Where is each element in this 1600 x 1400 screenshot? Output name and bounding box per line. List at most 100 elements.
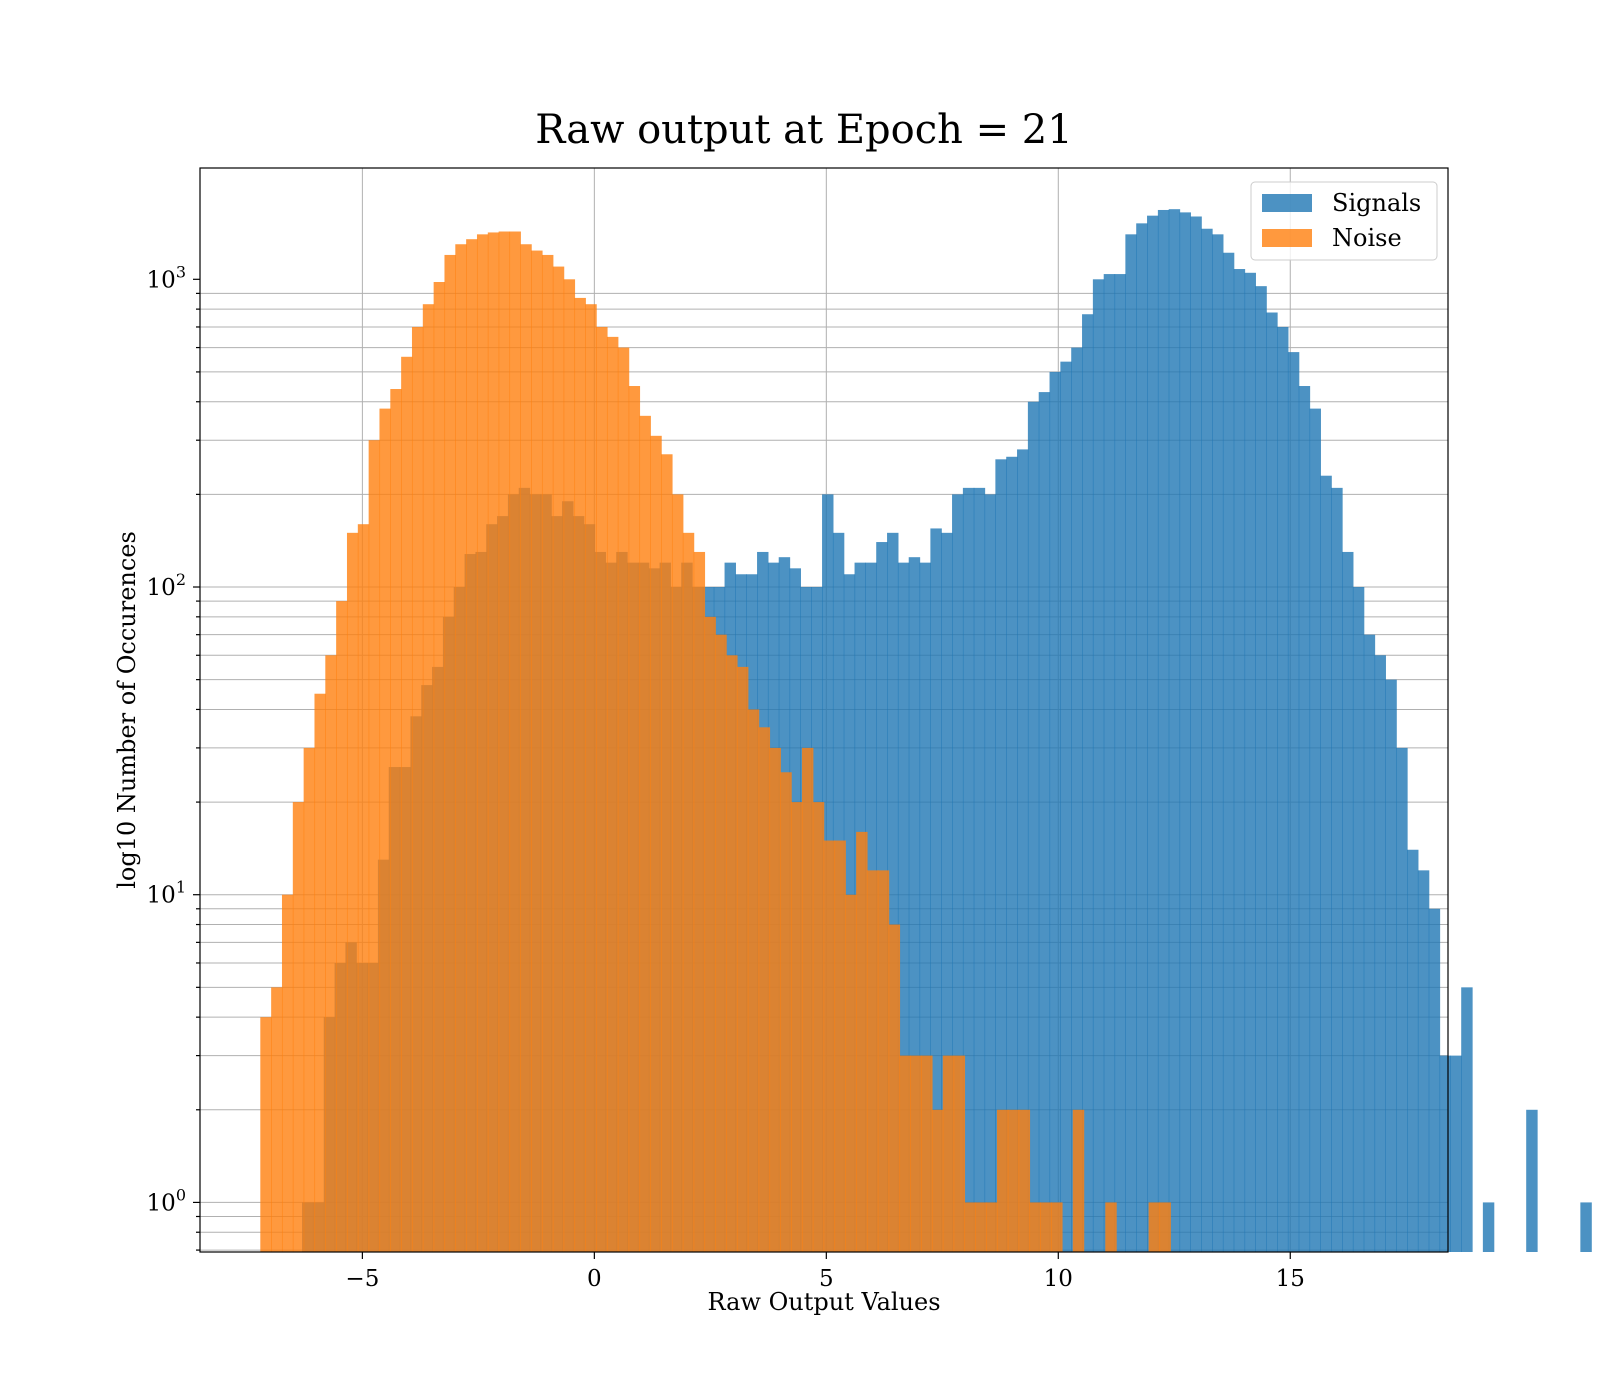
- histogram-bar: [1407, 849, 1419, 1252]
- histogram-bar: [984, 494, 996, 1253]
- histogram-bar: [1049, 371, 1061, 1252]
- histogram-bar: [931, 1109, 944, 1252]
- histogram-bar: [1439, 1055, 1451, 1252]
- histogram-bar: [973, 487, 986, 1252]
- histogram-bar: [498, 231, 511, 1253]
- histogram-bar: [1277, 326, 1289, 1252]
- histogram-bar: [260, 1017, 272, 1252]
- histogram-bar: [1287, 352, 1300, 1252]
- histogram-bar: [888, 924, 901, 1252]
- histogram-bar: [509, 231, 521, 1253]
- histogram-bar: [650, 435, 662, 1252]
- histogram-bar: [704, 616, 716, 1252]
- histogram-bar: [1179, 212, 1191, 1252]
- histogram-bar: [1038, 392, 1051, 1252]
- histogram-bar: [1342, 551, 1354, 1252]
- histogram-bar: [845, 894, 857, 1252]
- histogram-bar: [1114, 274, 1126, 1253]
- y-tick-label: 100: [147, 1185, 186, 1216]
- histogram-bar: [1526, 1109, 1538, 1252]
- histogram-bar: [1450, 1055, 1462, 1252]
- histogram-bar: [986, 1202, 998, 1252]
- histogram-bar: [476, 234, 489, 1252]
- histogram-bar: [1017, 449, 1029, 1252]
- histogram-bar: [1136, 223, 1148, 1252]
- histogram-bar: [346, 532, 359, 1252]
- histogram-bar: [715, 634, 727, 1252]
- histogram-bar: [726, 655, 738, 1252]
- histogram-bar: [1201, 228, 1213, 1252]
- histogram-bar: [1105, 1202, 1117, 1252]
- legend: Signals Noise: [1250, 181, 1438, 261]
- histogram-bar: [1482, 1202, 1495, 1252]
- histogram-bar: [877, 870, 890, 1252]
- histogram-bar: [433, 282, 446, 1252]
- histogram-bar: [897, 562, 910, 1252]
- histogram-bar: [671, 494, 684, 1253]
- histogram-bar: [834, 840, 846, 1252]
- histogram-bar: [563, 279, 576, 1253]
- histogram-bar: [1125, 234, 1137, 1252]
- histogram-bar: [1331, 487, 1343, 1252]
- histogram-bar: [996, 1109, 1009, 1252]
- histogram-bar: [941, 532, 953, 1252]
- histogram-bar: [1352, 587, 1365, 1252]
- histogram-bar: [422, 304, 435, 1253]
- histogram-bar: [1396, 747, 1408, 1252]
- legend-swatch-noise: [1262, 229, 1312, 247]
- histogram-bar: [325, 655, 337, 1252]
- histogram-bar: [919, 562, 931, 1252]
- histogram-bar: [1428, 908, 1441, 1252]
- histogram-bar: [455, 244, 467, 1252]
- histogram-bar: [995, 459, 1007, 1252]
- histogram-bar: [975, 1202, 987, 1252]
- histogram-bar: [574, 297, 586, 1252]
- y-tick-label: 101: [147, 878, 186, 909]
- histogram-bar: [1082, 314, 1094, 1253]
- histogram-bar: [1018, 1109, 1031, 1252]
- histogram-bar: [682, 532, 695, 1252]
- chart-title: Raw output at Epoch = 21: [535, 107, 1072, 153]
- histogram-bar: [908, 557, 921, 1252]
- histogram-bar: [856, 831, 868, 1252]
- histogram-bar: [487, 232, 500, 1253]
- histogram-bar: [1029, 1202, 1041, 1252]
- histogram-bar: [1159, 1202, 1171, 1252]
- legend-label-signals: Signals: [1332, 189, 1421, 217]
- histogram-bar: [1092, 279, 1105, 1253]
- histogram-bars: [260, 209, 1592, 1253]
- histogram-bar: [1320, 475, 1332, 1253]
- histogram-bar: [964, 1202, 976, 1252]
- axis-ticks: −5 0 5 10 15 100 101 102 103: [147, 262, 1305, 1292]
- x-tick-label: 10: [1044, 1266, 1073, 1292]
- histogram-bar: [866, 870, 879, 1252]
- histogram-bar: [1007, 1109, 1020, 1252]
- histogram-bar: [1580, 1202, 1592, 1252]
- histogram-bar: [942, 1055, 955, 1252]
- histogram-bar: [336, 601, 348, 1252]
- histogram-bar: [1255, 286, 1267, 1253]
- histogram-bar: [1147, 215, 1159, 1252]
- histogram-bar: [357, 524, 370, 1252]
- histogram-bar: [617, 347, 630, 1252]
- histogram-bar: [953, 1055, 966, 1252]
- histogram-bar: [1157, 209, 1170, 1253]
- histogram-bar: [899, 1055, 911, 1252]
- histogram-bar: [736, 666, 749, 1252]
- histogram-bar: [952, 494, 964, 1253]
- legend-swatch-signals: [1262, 194, 1312, 212]
- histogram-bar: [1309, 408, 1321, 1252]
- histogram-bar: [661, 454, 673, 1252]
- histogram-bar: [1266, 312, 1278, 1252]
- histogram-bar: [801, 747, 814, 1252]
- histogram-bar: [281, 894, 294, 1252]
- x-tick-label: 15: [1276, 1266, 1305, 1292]
- histogram-bar: [747, 709, 760, 1252]
- histogram-bar: [1374, 655, 1386, 1252]
- histogram-bar: [1222, 252, 1235, 1252]
- histogram-bar: [531, 250, 543, 1252]
- histogram-bar: [292, 802, 305, 1252]
- histogram-bar: [520, 244, 532, 1252]
